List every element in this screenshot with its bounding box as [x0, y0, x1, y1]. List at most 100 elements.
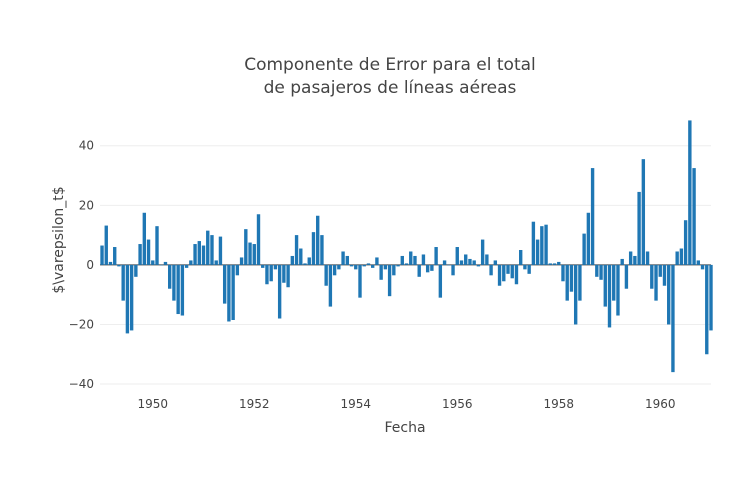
bars — [100, 120, 713, 373]
error-bar — [159, 264, 163, 266]
error-bar — [345, 255, 350, 265]
error-bar — [633, 255, 637, 265]
error-bar — [261, 264, 265, 268]
error-bar — [121, 264, 125, 301]
error-bar — [332, 264, 337, 276]
error-bar — [688, 120, 692, 265]
error-bar — [387, 264, 392, 297]
error-bar — [480, 239, 485, 265]
error-bar — [379, 264, 383, 280]
error-bar — [341, 251, 345, 265]
error-bar — [430, 264, 434, 271]
error-bar — [616, 264, 620, 316]
error-bar — [434, 247, 438, 265]
error-bar — [451, 264, 455, 276]
error-bar — [595, 264, 599, 277]
x-tick-label: 1954 — [340, 397, 371, 411]
error-bar — [184, 264, 189, 268]
error-bar — [599, 264, 603, 280]
error-bar — [417, 264, 421, 277]
error-bar — [189, 260, 193, 265]
error-bar — [409, 251, 413, 265]
error-bar — [502, 264, 506, 282]
error-bar — [628, 251, 633, 265]
error-bar — [671, 264, 675, 373]
error-bar — [155, 226, 159, 265]
error-bar — [413, 255, 417, 265]
error-bar — [641, 159, 646, 265]
error-bar — [552, 263, 557, 265]
error-bar — [392, 264, 396, 276]
y-tick-label: −20 — [69, 317, 94, 331]
error-bar — [396, 264, 400, 267]
error-bar — [692, 168, 696, 265]
x-tick-label: 1950 — [138, 397, 169, 411]
error-bar — [607, 264, 612, 328]
error-bar — [400, 255, 404, 265]
error-bar — [662, 264, 667, 286]
error-bar — [455, 247, 459, 265]
error-bar — [227, 264, 231, 322]
error-bar — [290, 255, 295, 265]
error-bar — [146, 239, 151, 265]
error-bar — [519, 250, 523, 265]
y-tick-label: 20 — [79, 198, 94, 212]
error-bar — [117, 264, 121, 267]
error-bar — [586, 212, 591, 265]
error-bar — [311, 232, 316, 265]
error-bar — [438, 264, 443, 298]
error-bar — [273, 264, 278, 270]
error-bar — [485, 254, 489, 265]
error-bar — [557, 261, 561, 265]
error-bar — [464, 254, 468, 265]
error-bar — [354, 264, 358, 270]
error-bar — [362, 264, 366, 267]
error-bar — [134, 264, 138, 277]
error-bar — [683, 220, 688, 265]
error-bar — [248, 242, 252, 265]
error-bar — [252, 244, 256, 265]
error-bar — [705, 264, 709, 355]
error-bar — [277, 264, 282, 319]
error-bar — [544, 224, 548, 265]
error-bar — [561, 264, 565, 282]
error-bar — [679, 248, 684, 265]
chart-title-line-2: de pasajeros de líneas aéreas — [264, 78, 517, 98]
y-axis-title: $\varepsilon_t$ — [51, 186, 67, 293]
error-bar — [337, 264, 341, 270]
error-bar — [180, 264, 185, 316]
y-tick-label: 40 — [79, 139, 94, 153]
error-bar — [476, 264, 481, 267]
error-bar — [239, 257, 244, 265]
error-bar — [514, 264, 519, 285]
error-bar — [468, 258, 472, 265]
chart-title-line-1: Componente de Error para el total — [244, 55, 536, 75]
error-bar — [168, 264, 172, 289]
error-bar — [320, 235, 324, 265]
error-bar — [442, 260, 447, 265]
error-bar — [265, 264, 269, 285]
error-bar — [142, 212, 147, 265]
error-bar — [370, 264, 375, 268]
error-bar — [349, 264, 354, 267]
y-gridlines — [100, 145, 711, 385]
error-bar — [510, 264, 514, 279]
error-bar — [569, 264, 574, 292]
error-bar — [459, 260, 464, 265]
error-bar — [506, 264, 510, 274]
error-bar — [176, 264, 180, 315]
error-bar — [590, 168, 595, 265]
error-bar — [197, 241, 201, 265]
error-bar — [578, 264, 582, 301]
error-bar — [696, 260, 701, 265]
error-bar — [540, 226, 544, 265]
error-bar — [256, 214, 261, 265]
y-tick-labels: −40 −20 0 20 40 — [69, 139, 94, 391]
error-bar — [383, 264, 388, 270]
error-bar — [113, 247, 117, 265]
error-bar — [269, 264, 273, 282]
error-bar — [294, 235, 299, 265]
error-bar — [214, 260, 218, 265]
error-bar — [129, 264, 134, 331]
